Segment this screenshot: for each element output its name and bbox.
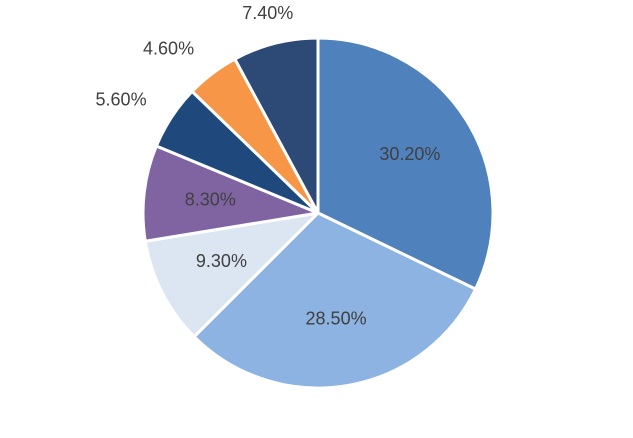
data-label-5: 5.60% [96, 89, 147, 109]
pie-slice-2 [192, 211, 478, 390]
pie-data-labels: 30.20% 28.50% 9.30% 8.30% 5.60% 4.60% 7.40% [96, 3, 441, 329]
data-label-7: 7.40% [242, 3, 293, 23]
pie-slices [141, 36, 495, 390]
pie-slice-1 [316, 36, 495, 291]
pie-slice-7 [233, 36, 320, 215]
data-label-3: 9.30% [196, 251, 247, 271]
data-label-1: 30.20% [379, 144, 440, 164]
data-label-2: 28.50% [306, 309, 367, 329]
data-label-4: 8.30% [185, 189, 236, 209]
pie-slice-4 [141, 144, 320, 243]
pie-slice-3 [143, 211, 320, 339]
data-label-6: 4.60% [143, 38, 194, 58]
